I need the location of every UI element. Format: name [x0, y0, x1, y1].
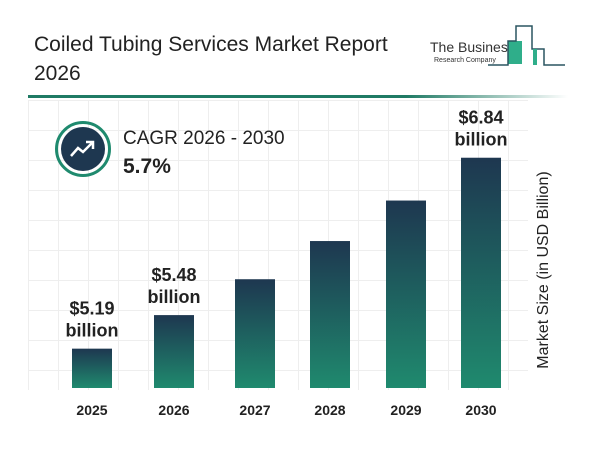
page-title: Coiled Tubing Services Market Report 202…	[34, 33, 388, 85]
data-label: billion	[148, 287, 201, 307]
svg-text:Research Company: Research Company	[434, 57, 496, 64]
cagr-value: 5.7%	[123, 155, 171, 178]
trend-up-icon	[55, 121, 111, 177]
bar-2028	[310, 241, 350, 388]
header-divider	[28, 95, 568, 98]
data-label: $5.48	[151, 265, 196, 285]
chart-grid	[28, 100, 528, 390]
bar-2030	[461, 157, 501, 388]
x-tick-label: 2027	[239, 402, 270, 418]
x-tick-label: 2028	[314, 402, 345, 418]
x-tick-label: 2029	[390, 402, 421, 418]
data-label: $5.19	[69, 299, 114, 319]
svg-text:The Business: The Business	[430, 39, 515, 55]
x-tick-label: 2030	[465, 402, 496, 418]
data-label: $6.84	[458, 108, 503, 128]
bar-2026	[154, 315, 194, 388]
data-label: billion	[455, 130, 508, 150]
x-tick-label: 2026	[158, 402, 189, 418]
cagr-label: CAGR 2026 - 2030	[123, 128, 285, 149]
bar-2025	[72, 348, 112, 388]
data-label: billion	[66, 321, 119, 341]
bar-2027	[235, 279, 275, 388]
bar-2029	[386, 200, 426, 388]
x-tick-label: 2025	[76, 402, 107, 418]
company-logo: The Business Research Company	[430, 25, 565, 66]
